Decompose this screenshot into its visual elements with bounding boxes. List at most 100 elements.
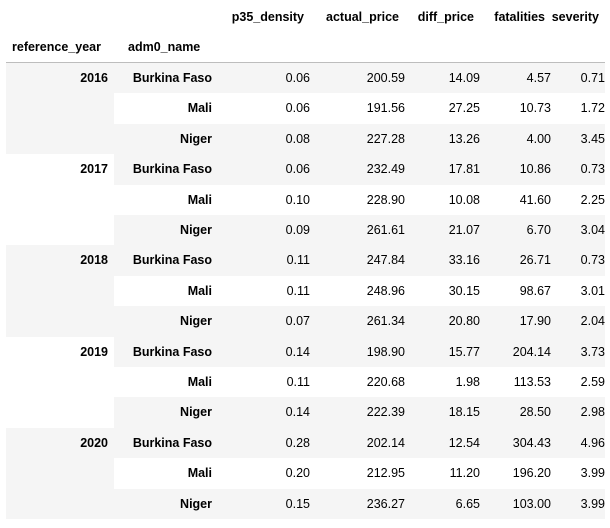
cell-actual-price: 191.56 [366,101,405,116]
cell-p35-density: 0.14 [218,336,310,368]
cell-actual-price: 228.90 [366,192,405,207]
cell-p35-density: 0.11 [286,375,310,390]
cell-fatalities: 10.73 [519,101,551,116]
cell-fatalities: 17.90 [480,306,551,337]
header-blank-cell [114,2,218,32]
cell-p35-density: 0.28 [218,427,310,459]
cell-p35-density: 0.11 [218,245,310,276]
row-index-country: Niger [114,488,218,520]
cell-actual-price: 227.28 [310,123,405,155]
cell-actual-price: 200.59 [310,62,405,94]
dataframe-table: p35_density actual_price diff_price fata… [6,2,605,520]
table-row: 2020 Burkina Faso 0.28 202.14 12.54 304.43 4.9… [6,427,605,520]
cell-diff-price: 11.20 [449,466,480,481]
row-index-year: 2019 [80,344,108,359]
cell-p35-density: 0.06 [285,101,310,116]
cell-fatalities: 6.70 [480,215,551,246]
cell-severity: 2.59 [580,375,605,390]
cell-p35-density: 0.15 [218,488,310,520]
cell-diff-price: 33.16 [405,245,480,276]
cell-actual-price: 261.34 [310,306,405,337]
cell-severity: 2.98 [551,397,605,428]
cell-severity: 3.01 [580,283,605,298]
cell-diff-price: 30.15 [448,283,480,298]
cell-severity: 0.73 [551,245,605,276]
cell-fatalities: 26.71 [480,245,551,276]
cell-diff-price: 12.54 [405,427,480,459]
row-index-country: Mali [187,466,212,481]
cell-diff-price: 27.25 [448,101,480,116]
cell-actual-price: 220.68 [366,375,405,390]
cell-fatalities: 304.43 [480,427,551,459]
table-row: 2018 Burkina Faso 0.11 247.84 33.16 26.71 0.73 [6,245,605,337]
cell-diff-price: 18.15 [405,397,480,428]
table-header: p35_density actual_price diff_price fata… [6,2,605,63]
row-index-country: Niger [114,306,218,337]
cell-actual-price: 248.96 [366,283,405,298]
table-row: Niger 0.15 236.27 6.65 103.00 3.99 [6,488,605,520]
cell-fatalities: 28.50 [480,397,551,428]
column-header-actual-price: actual_price [326,10,399,24]
row-index-year: 2020 [6,427,114,520]
row-index-country: Burkina Faso [114,245,218,276]
row-index-country: Mali [187,375,212,390]
header-blank-cell [6,2,114,32]
cell-severity: 2.04 [551,306,605,337]
cell-p35-density: 0.11 [286,283,310,298]
table-row: 2016 Burkina Faso 0.06 200.59 14.09 4.57 0.71 [6,62,605,155]
cell-p35-density: 0.10 [285,192,310,207]
cell-actual-price: 236.27 [310,488,405,520]
cell-actual-price: 198.90 [310,336,405,368]
table-row: 2017 Burkina Faso 0.06 232.49 17.81 10.86 0.73 [6,154,605,185]
cell-severity: 0.73 [551,154,605,185]
cell-fatalities: 10.86 [480,154,551,185]
cell-severity: 2.25 [580,192,605,207]
cell-p35-density: 0.08 [218,123,310,155]
cell-severity: 4.96 [551,427,605,459]
cell-diff-price: 15.77 [405,336,480,368]
cell-p35-density: 0.20 [285,466,310,481]
cell-severity: 3.99 [551,488,605,520]
cell-fatalities: 113.53 [513,375,551,390]
table-row: Mali 0.20 212.95 11.20 196.20 3.99 [6,458,605,488]
cell-diff-price: 21.07 [405,215,480,246]
cell-actual-price: 222.39 [310,397,405,428]
cell-actual-price: 212.95 [366,466,405,481]
table-row: Niger 0.09 261.61 21.07 6.70 3.04 [6,215,605,246]
table-row: 2019 Burkina Faso 0.14 198.90 15.77 204.14 3.7… [6,336,605,368]
row-index-country: Niger [114,123,218,155]
row-index-year: 2018 [6,245,114,337]
column-header-severity: severity [551,10,599,24]
cell-actual-price: 232.49 [310,154,405,185]
cell-fatalities: 196.20 [512,466,551,481]
cell-fatalities: 98.67 [519,283,551,298]
cell-p35-density: 0.09 [218,215,310,246]
table-row: Niger 0.14 222.39 18.15 28.50 2.98 [6,397,605,428]
column-header-fatalities: fatalities [494,10,545,24]
cell-p35-density: 0.06 [218,62,310,94]
table-row: Mali 0.11 220.68 1.98 113.53 2.59 [6,367,605,397]
row-index-country: Mali [187,283,212,298]
header-blank-cell [405,32,480,63]
table-row: Niger 0.08 227.28 13.26 4.00 3.45 [6,123,605,155]
cell-diff-price: 13.26 [405,123,480,155]
cell-p35-density: 0.06 [218,154,310,185]
cell-actual-price: 261.61 [310,215,405,246]
cell-diff-price: 1.98 [455,375,480,390]
table-row: Niger 0.07 261.34 20.80 17.90 2.04 [6,306,605,337]
cell-severity: 3.45 [551,123,605,155]
row-index-country: Mali [187,192,212,207]
index-name-row: reference_year adm0_name [6,32,605,63]
header-blank-cell [218,32,310,63]
column-header-diff-price: diff_price [417,10,474,24]
cell-actual-price: 202.14 [310,427,405,459]
cell-diff-price: 14.09 [405,62,480,94]
cell-severity: 1.72 [580,101,605,116]
cell-p35-density: 0.07 [218,306,310,337]
cell-fatalities: 4.00 [480,123,551,155]
header-blank-cell [480,32,551,63]
cell-severity: 3.73 [551,336,605,368]
cell-diff-price: 10.08 [448,192,480,207]
cell-fatalities: 4.57 [480,62,551,94]
row-index-country: Burkina Faso [114,154,218,185]
